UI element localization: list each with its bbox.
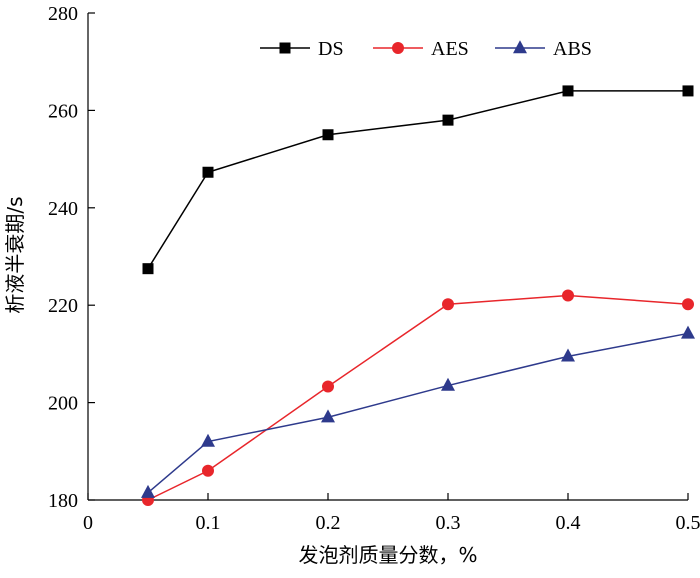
x-axis-title: 发泡剂质量分数，% — [298, 543, 477, 567]
data-point-aes — [442, 298, 454, 311]
legend-item-aes: AES — [373, 38, 469, 60]
data-point-abs — [201, 433, 215, 447]
data-point-ds — [142, 263, 154, 275]
data-point-ds — [202, 166, 214, 178]
legend-label-aes: AES — [431, 38, 469, 60]
y-tick-label: 240 — [48, 198, 78, 220]
data-point-ds — [562, 85, 574, 97]
data-point-aes — [562, 289, 574, 302]
y-tick-label: 200 — [48, 393, 78, 415]
data-point-ds — [682, 85, 694, 97]
data-point-aes — [682, 298, 694, 311]
data-point-abs — [441, 377, 455, 391]
data-point-ds — [442, 114, 454, 126]
series-line-ds — [147, 90, 688, 270]
y-tick-label: 260 — [48, 100, 78, 122]
series-abs — [141, 325, 695, 498]
series-aes — [142, 289, 694, 506]
x-tick-label: 0.5 — [676, 512, 700, 534]
series-ds — [142, 85, 694, 275]
series-line-aes — [147, 294, 689, 501]
data-point-aes — [202, 464, 214, 477]
y-tick-label: 220 — [48, 295, 78, 317]
y-axis-title: 析液半衰期/s — [3, 196, 27, 313]
legend-item-ds: DS — [260, 38, 344, 60]
legend-item-abs: ABS — [495, 38, 592, 60]
x-tick-label: 0.2 — [316, 512, 341, 534]
legend-marker-ds — [279, 42, 291, 54]
legend-marker-abs — [513, 40, 527, 54]
legend-label-abs: ABS — [553, 38, 592, 60]
x-tick-label: 0.1 — [196, 512, 221, 534]
series-line-abs — [147, 332, 689, 494]
legend: DS AES ABS — [260, 38, 592, 60]
y-tick-label: 180 — [48, 490, 78, 512]
axes: 180 200 220 240 260 280 0 0.1 0.2 0.3 0.4 0.5 — [48, 3, 700, 534]
data-point-abs — [321, 409, 335, 423]
legend-marker-aes — [392, 42, 404, 54]
x-tick-label: 0.3 — [436, 512, 461, 534]
legend-label-ds: DS — [318, 38, 344, 60]
series-layer — [141, 85, 695, 506]
data-point-ds — [322, 129, 334, 141]
y-tick-label: 280 — [48, 3, 78, 25]
data-point-abs — [681, 325, 695, 339]
data-point-abs — [561, 348, 575, 362]
data-point-aes — [322, 380, 334, 393]
x-tick-label: 0 — [83, 512, 93, 534]
x-tick-label: 0.4 — [556, 512, 581, 534]
data-point-abs — [141, 484, 155, 498]
